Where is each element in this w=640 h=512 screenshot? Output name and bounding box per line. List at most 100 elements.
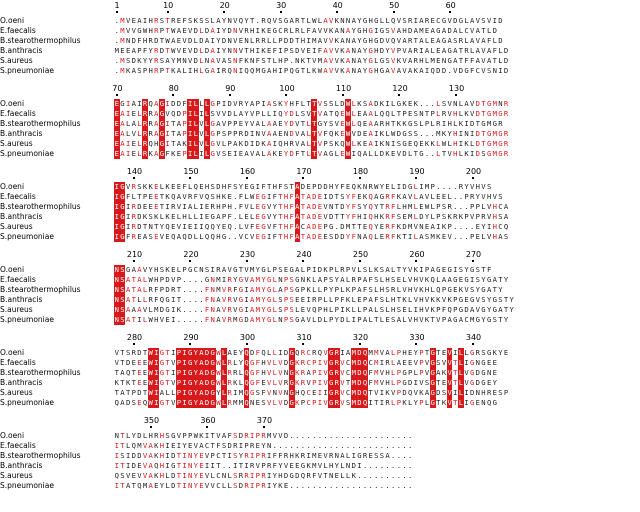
residue: V <box>176 46 182 55</box>
position-tick-dot <box>358 260 361 262</box>
residue: A <box>210 66 215 75</box>
residue: V <box>323 36 328 45</box>
alignment-row: S.aureus .MSDKYYRSAYMNVDLNAVASNFKNFSTLHP.… <box>0 56 640 66</box>
residue: V <box>142 265 148 274</box>
position-number: 220 <box>183 250 199 259</box>
residue: E <box>176 182 182 191</box>
residue: S <box>210 192 215 201</box>
residue: D <box>125 358 131 367</box>
residue: A <box>317 275 323 284</box>
residue: I <box>114 192 120 202</box>
residue: A <box>385 348 390 357</box>
residue: R <box>458 36 464 45</box>
residue: S <box>131 398 136 407</box>
residue: F <box>391 192 396 201</box>
residue: I <box>182 202 187 211</box>
species-label: S.pneumoniae <box>0 232 54 241</box>
residue: N <box>204 56 210 65</box>
residue: A <box>120 368 125 377</box>
position-number: 80 <box>168 84 179 93</box>
residue: D <box>227 99 232 108</box>
residue: A <box>176 139 182 148</box>
position-tick-dot <box>245 177 248 179</box>
residue: V <box>424 305 430 314</box>
position-tick-dot <box>115 11 118 13</box>
residue: F <box>486 36 492 45</box>
residue: P <box>300 285 306 294</box>
residue: L <box>227 471 232 480</box>
residue: S <box>261 398 266 407</box>
residue: K <box>125 378 131 387</box>
residue: I <box>114 232 120 242</box>
residue: I <box>114 461 119 470</box>
residue: . <box>470 222 475 231</box>
residue: . <box>447 66 452 75</box>
position-number: 190 <box>409 167 425 176</box>
residue: T <box>142 348 148 357</box>
residue: . <box>453 192 458 201</box>
residue: I <box>165 119 170 128</box>
alignment-block: 280 290 300 310 320 330 340 O.oeni VTSRDTWIGTIPI… <box>0 334 640 414</box>
residue: S <box>119 285 126 295</box>
residue: L <box>481 202 486 211</box>
residue: H <box>283 202 289 211</box>
residue: L <box>447 192 452 201</box>
residue: I <box>407 232 413 241</box>
residue: H <box>329 461 334 470</box>
residue: E <box>441 192 447 201</box>
residue: L <box>187 212 193 221</box>
residue: M <box>233 315 238 324</box>
residue: P <box>464 212 469 221</box>
residue: P <box>176 368 182 378</box>
residue: V <box>266 398 272 407</box>
residue: . <box>453 202 458 211</box>
residue: M <box>312 36 317 45</box>
residue: V <box>391 56 396 65</box>
residue: R <box>154 431 159 440</box>
residue: I <box>233 388 238 397</box>
residue: . <box>396 471 402 480</box>
residue: R <box>333 368 340 378</box>
residue: G <box>204 66 210 75</box>
residue: Y <box>357 36 362 45</box>
residue: A <box>294 202 301 212</box>
residue: Q <box>148 99 153 108</box>
residue: V <box>272 431 277 440</box>
residue: E <box>114 129 120 139</box>
residue: K <box>379 129 385 138</box>
residue: L <box>227 481 232 490</box>
residue: G <box>486 149 492 158</box>
residue: V <box>278 398 283 407</box>
position-tick-dot <box>302 260 305 262</box>
residue: G <box>159 119 165 129</box>
residue: K <box>419 388 424 397</box>
residue: . <box>233 192 238 201</box>
residue: A <box>323 149 328 158</box>
sequence-text: ISIDDVAKHIDTINYEVPCTISYRIPRIFFRHKRIMEVRN… <box>114 451 413 461</box>
residue: K <box>334 36 339 45</box>
residue: E <box>142 368 148 377</box>
residue: . <box>407 441 413 450</box>
position-number: 70 <box>112 84 123 93</box>
residue: L <box>312 285 317 294</box>
residue: . <box>407 481 413 490</box>
residue: W <box>317 66 323 75</box>
residue: E <box>137 358 142 367</box>
residue: Q <box>391 36 396 45</box>
residue: H <box>385 119 390 128</box>
alignment-row: O.oeni NTLYDLHRHSGVPPWKITVAFSDRIPRMVVD...… <box>0 431 640 441</box>
residue: A <box>368 305 373 314</box>
residue: L <box>289 26 294 35</box>
residue: L <box>340 461 345 470</box>
residue: G <box>261 222 266 231</box>
residue: G <box>498 139 503 148</box>
residue: M <box>424 182 430 191</box>
residue: P <box>176 348 182 358</box>
residue: S <box>278 295 283 304</box>
sequence-text: TAQTEEWIGTIPIGYADGWLRRLQGFHVLVNGKRAPIVGR… <box>114 368 498 378</box>
residue: I <box>238 66 244 75</box>
residue: E <box>300 305 306 314</box>
residue: V <box>329 36 334 45</box>
species-label: E.faecalis <box>0 192 36 201</box>
residue: L <box>447 139 452 148</box>
